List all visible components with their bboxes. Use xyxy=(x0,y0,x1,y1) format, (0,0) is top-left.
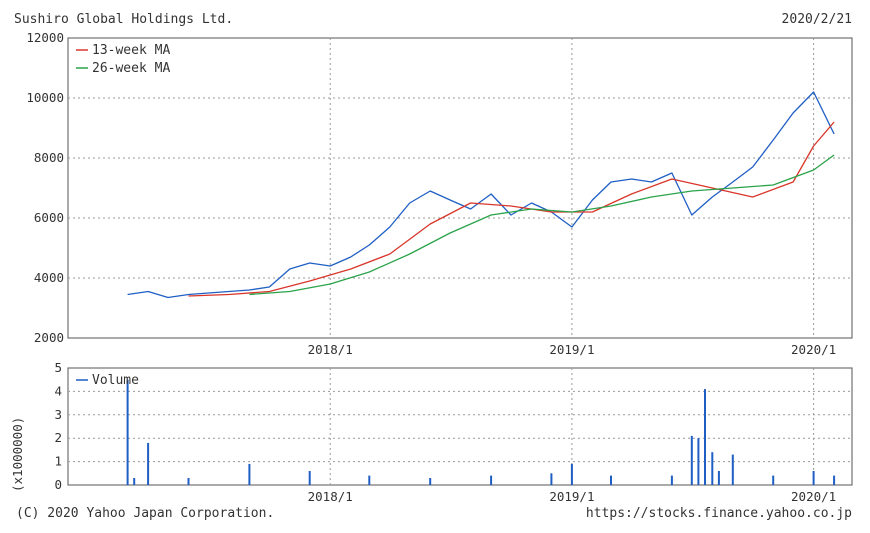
volume-bar xyxy=(147,442,150,485)
volume-bar xyxy=(670,475,673,485)
legend-label-26-week-ma: 26-week MA xyxy=(92,61,170,76)
volume-bar xyxy=(812,471,815,485)
volume-bar xyxy=(570,463,573,485)
volume-x-tick-label: 2018/1 xyxy=(308,489,353,504)
volume-bar xyxy=(610,475,612,485)
price-x-tick-label: 2020/1 xyxy=(791,342,836,357)
price-plot-frame xyxy=(67,37,853,339)
source-url[interactable]: https://stocks.finance.yahoo.co.jp xyxy=(585,506,852,521)
volume-bar xyxy=(248,463,251,485)
volume-grid xyxy=(68,368,852,485)
volume-bar xyxy=(308,471,311,485)
volume-bar xyxy=(187,478,190,485)
volume-bar xyxy=(490,475,493,485)
price-series xyxy=(127,91,835,299)
volume-y-tick-label: 2 xyxy=(54,430,62,445)
volume-bar xyxy=(697,438,700,485)
volume-y-tick-label: 4 xyxy=(54,383,62,398)
price-y-ticks: 2000 4000 6000 8000 10000 12000 xyxy=(26,30,64,345)
price-y-tick-label: 2000 xyxy=(34,330,64,345)
volume-bar xyxy=(550,473,553,485)
volume-y-tick-label: 3 xyxy=(54,407,62,422)
volume-panel: 0 1 2 3 4 5 2018/1 2019/1 2020/1 Volume (x10000… xyxy=(10,360,853,504)
volume-plot-frame xyxy=(67,367,853,486)
price-y-tick-label: 4000 xyxy=(34,270,64,285)
volume-x-ticks: 2018/1 2019/1 2020/1 xyxy=(308,489,837,504)
volume-x-tick-label: 2020/1 xyxy=(791,489,836,504)
volume-bar xyxy=(133,478,136,485)
volume-y-tick-label: 5 xyxy=(54,360,62,375)
volume-bar xyxy=(704,389,706,485)
ma26-line xyxy=(249,154,835,296)
volume-bar xyxy=(711,452,714,485)
volume-legend: Volume xyxy=(76,373,139,388)
volume-x-tick-label: 2019/1 xyxy=(549,489,594,504)
volume-y-ticks: 0 1 2 3 4 5 xyxy=(54,360,62,492)
volume-bar xyxy=(126,379,129,485)
copyright-notice: (C) 2020 Yahoo Japan Corporation. xyxy=(16,506,275,521)
volume-bar xyxy=(429,478,432,485)
price-y-tick-label: 8000 xyxy=(34,150,64,165)
legend-label-13-week-ma: 13-week MA xyxy=(92,43,170,58)
volume-bar xyxy=(717,471,720,485)
volume-y-tick-label: 1 xyxy=(54,454,62,469)
volume-bar xyxy=(772,475,775,485)
volume-bars xyxy=(126,379,836,485)
volume-bar xyxy=(833,475,836,485)
volume-y-tick-label: 0 xyxy=(54,477,62,492)
price-legend: 13-week MA 26-week MA xyxy=(76,43,170,76)
price-x-tick-label: 2019/1 xyxy=(549,342,594,357)
legend-label-volume: Volume xyxy=(92,373,139,388)
price-y-tick-label: 10000 xyxy=(26,90,64,105)
price-line xyxy=(127,91,835,299)
volume-axis-unit-label: (x1000000) xyxy=(10,417,25,492)
volume-bar xyxy=(368,475,371,485)
volume-bar xyxy=(690,435,693,485)
price-y-tick-label: 12000 xyxy=(26,30,64,45)
chart-date: 2020/2/21 xyxy=(781,12,852,27)
price-y-tick-label: 6000 xyxy=(34,210,64,225)
volume-bar xyxy=(731,454,734,485)
price-x-tick-label: 2018/1 xyxy=(308,342,353,357)
price-grid xyxy=(68,38,852,338)
price-x-ticks: 2018/1 2019/1 2020/1 xyxy=(308,342,837,357)
company-name: Sushiro Global Holdings Ltd. xyxy=(14,12,234,27)
